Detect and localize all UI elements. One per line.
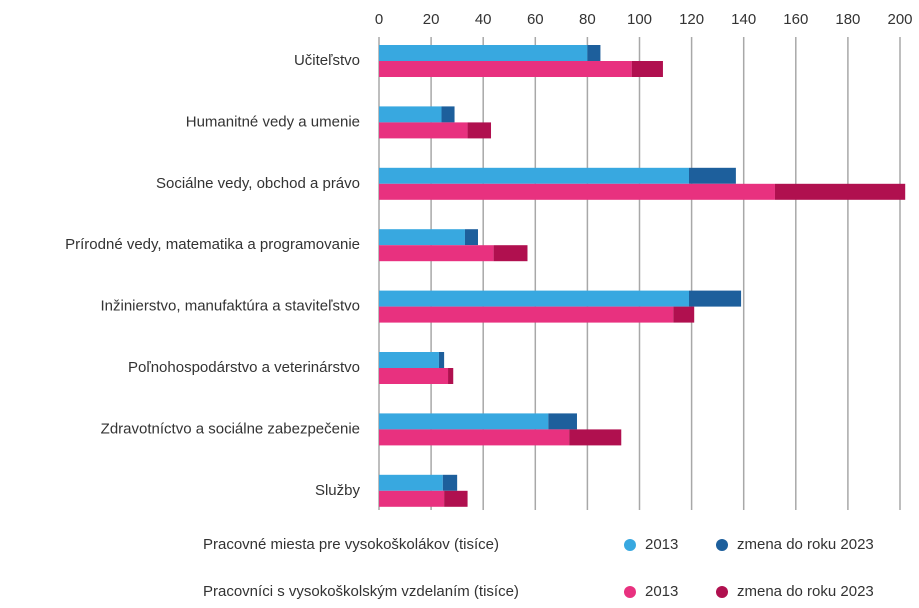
legend-swatch: [716, 539, 728, 551]
bar-segment: [442, 474, 458, 491]
x-tick-label: 120: [679, 11, 704, 28]
bar-segment: [379, 183, 775, 200]
bar-segment: [631, 61, 663, 77]
bar-segment: [438, 352, 445, 368]
bar-segment: [379, 167, 689, 184]
bar-segment: [379, 490, 445, 507]
legend-label: 2013: [645, 536, 678, 553]
category-label: Prírodné vedy, matematika a programovani…: [65, 236, 360, 253]
category-label: Sociálne vedy, obchod a právo: [156, 175, 360, 192]
bar-segment: [548, 413, 577, 430]
bar-segment: [379, 61, 632, 77]
bar-segment: [379, 106, 442, 123]
bar-segment: [587, 45, 601, 61]
x-tick-label: 180: [835, 11, 860, 28]
bar-segment: [493, 245, 528, 262]
legend-group-label: Pracovné miesta pre vysokoškolákov (tisí…: [203, 536, 499, 553]
x-tick-label: 40: [475, 11, 492, 28]
category-label: Inžinierstvo, manufaktúra a staviteľstvo: [101, 298, 361, 315]
bar-segment: [379, 45, 588, 61]
x-tick-label: 0: [375, 11, 383, 28]
bar-segment: [379, 245, 494, 262]
x-tick-label: 80: [579, 11, 596, 28]
x-tick-label: 160: [783, 11, 808, 28]
bar-segment: [379, 290, 689, 307]
category-label: Služby: [315, 482, 361, 499]
legend-label: zmena do roku 2023: [737, 583, 874, 600]
category-label: Zdravotníctvo a sociálne zabezpečenie: [101, 420, 360, 437]
bar-segment: [464, 229, 478, 246]
bar-segment: [569, 429, 622, 446]
bar-segment: [379, 229, 465, 246]
bar-segment: [448, 368, 454, 384]
x-tick-label: 60: [527, 11, 544, 28]
legend-label: 2013: [645, 583, 678, 600]
bar-segment: [379, 352, 439, 368]
bar-segment: [379, 429, 570, 446]
bar-segment: [441, 106, 455, 123]
bar-segment: [379, 413, 549, 430]
legend-group-label: Pracovníci s vysokoškolským vzdelaním (t…: [203, 583, 519, 600]
x-tick-label: 200: [887, 11, 912, 28]
category-label: Učiteľstvo: [294, 52, 360, 69]
legend-swatch: [624, 586, 636, 598]
bar-segment: [467, 122, 492, 139]
bar-segment: [688, 167, 736, 184]
legend-swatch: [716, 586, 728, 598]
bar-segment: [379, 306, 674, 323]
bar-segment: [379, 368, 449, 384]
x-tick-label: 140: [731, 11, 756, 28]
bar-segment: [444, 490, 468, 507]
bar-segment: [688, 290, 742, 307]
legend-label: zmena do roku 2023: [737, 536, 874, 553]
legend-swatch: [624, 539, 636, 551]
category-label: Poľnohospodárstvo a veterinárstvo: [128, 359, 360, 376]
x-tick-label: 100: [627, 11, 652, 28]
x-tick-label: 20: [423, 11, 440, 28]
bar-segment: [774, 183, 906, 200]
bar-segment: [379, 474, 443, 491]
bar-segment: [673, 306, 695, 323]
category-label: Humanitné vedy a umenie: [186, 113, 360, 130]
bar-segment: [379, 122, 468, 139]
